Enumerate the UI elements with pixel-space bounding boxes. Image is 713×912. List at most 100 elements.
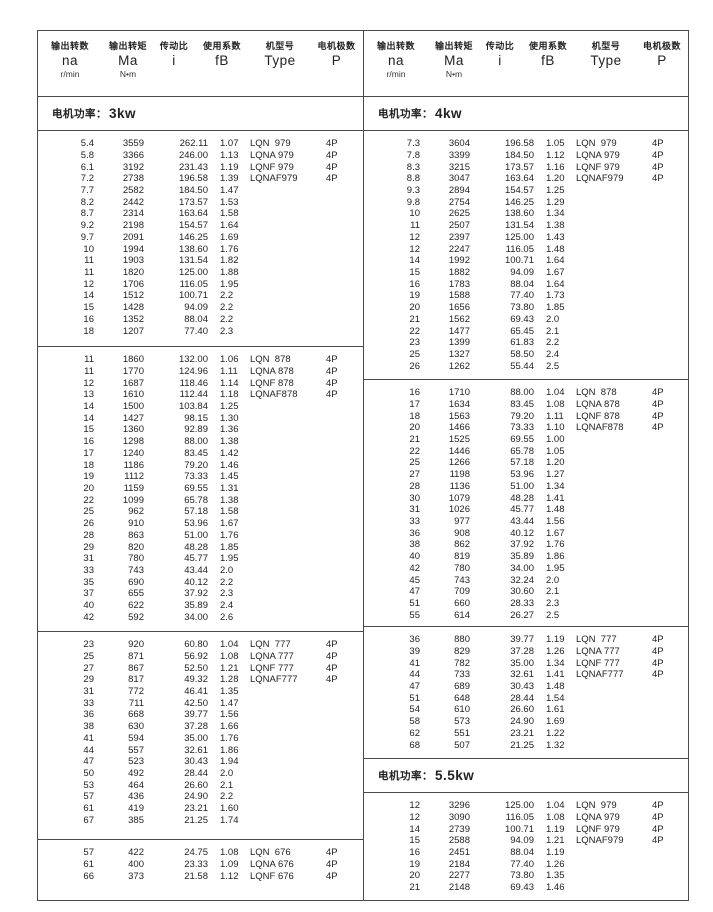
cell-type: LQNAF979 [250,173,298,185]
table-row: 36 880 39.77 1.19 LQN 777 4P [364,634,688,646]
cell-fb: 1.69 [546,716,565,728]
cell-p: 4P [652,800,664,812]
cell-na: 33 [83,565,94,577]
table-row: 67 385 21.25 1.74 [38,815,363,827]
cell-ma: 523 [128,756,144,768]
table-row: 40 819 35.89 1.86 [364,551,688,563]
cell-na: 58 [409,716,420,728]
cell-fb: 1.64 [220,220,239,232]
data-block: 23 920 60.80 1.04 LQN 777 4P 25 871 56.92 1.08 LQN… [38,631,363,839]
cell-ma: 817 [128,674,144,686]
cell-ma: 2451 [448,846,470,858]
right-table-column: 输出转数 na r/min 输出转矩 Ma N•m 传动比 i 使用系数 fB 机型号 Type 电机极… [363,31,688,900]
cell-fb: 1.10 [546,422,565,434]
cell-ma: 1770 [122,365,144,377]
cell-ma: 2314 [122,208,144,220]
cell-ma: 733 [454,669,470,681]
cell-fb: 1.34 [546,208,565,220]
cell-fb: 1.45 [220,471,239,483]
cell-na: 8.3 [406,161,420,173]
table-row: 17 1240 83.45 1.42 [38,448,363,460]
cell-na: 31 [409,504,420,516]
cell-i: 51.00 [510,480,534,492]
cell-na: 25 [409,457,420,469]
cell-i: 124.96 [178,365,208,377]
cell-ma: 2507 [448,220,470,232]
cell-ma: 1903 [122,255,144,267]
cell-fb: 1.35 [546,870,565,882]
cell-fb: 1.08 [220,650,239,662]
table-header-row: 输出转数 na r/min 输出转矩 Ma N•m 传动比 i 使用系数 fB 机型号 Type 电机极… [38,31,363,96]
cell-ma: 1266 [448,457,470,469]
cell-type: LQNA 878 [576,398,620,410]
cell-p: 4P [652,138,664,150]
cell-na: 17 [83,447,94,459]
table-row: 42 592 34.00 2.6 [38,612,363,624]
cell-p: 4P [652,811,664,823]
cell-ma: 2091 [122,231,144,243]
cell-ma: 648 [454,692,470,704]
cell-na: 18 [409,410,420,422]
cell-ma: 1512 [122,290,144,302]
cell-fb: 2.2 [220,290,234,302]
cell-i: 45.77 [184,553,208,565]
cell-na: 41 [83,732,94,744]
cell-ma: 2198 [122,220,144,232]
motor-power-band: 电机功率： 3kw [38,96,363,131]
left-table-column: 输出转数 na r/min 输出转矩 Ma N•m 传动比 i 使用系数 fB 机型号 Type 电机极… [38,31,363,900]
cell-i: 30.60 [510,586,534,598]
cell-i: 53.96 [184,518,208,530]
table-row: 25 962 57.18 1.58 [38,506,363,518]
table-row: 44 733 32.61 1.41 LQNAF777 4P [364,669,688,681]
cell-na: 18 [83,325,94,337]
cell-i: 116.05 [505,243,534,255]
motor-power-value: 5.5kw [435,768,475,783]
cell-ma: 908 [454,527,470,539]
cell-p: 4P [652,835,664,847]
cell-ma: 1525 [448,433,470,445]
cell-na: 38 [409,539,420,551]
header-symbol: Type [264,53,296,68]
cell-type: LQN 979 [576,138,617,150]
table-row: 10 1994 138.60 1.76 [38,243,363,255]
cell-fb: 2.6 [220,611,234,623]
table-row: 14 1992 100.71 1.64 [364,255,688,267]
cell-i: 184.50 [178,184,208,196]
cell-na: 41 [409,657,420,669]
cell-ma: 1136 [449,480,470,492]
header-cell: 机型号 Type [576,42,636,96]
cell-ma: 507 [454,739,470,751]
cell-na: 51 [409,692,420,704]
cell-fb: 1.04 [546,800,565,812]
cell-ma: 2148 [448,882,470,894]
cell-na: 16 [409,278,420,290]
table-row: 8.8 3047 163.64 1.20 LQNAF979 4P [364,173,688,185]
cell-i: 58.50 [510,349,534,361]
cell-na: 61 [83,803,94,815]
cell-ma: 3215 [448,161,470,173]
cell-i: 69.55 [184,483,208,495]
cell-ma: 2277 [448,870,470,882]
cell-p: 4P [326,149,338,161]
cell-fb: 2.3 [220,588,234,600]
cell-fb: 2.2 [546,337,560,349]
data-block: 16 1710 88.00 1.04 LQN 878 4P 17 1634 83.45 1.08 L… [364,379,688,626]
cell-na: 44 [409,669,420,681]
cell-na: 12 [409,811,420,823]
cell-i: 32.61 [510,669,534,681]
cell-ma: 3090 [448,811,470,823]
table-row: 21 1562 69.43 2.0 [364,314,688,326]
cell-i: 77.40 [510,858,534,870]
cell-fb: 1.22 [546,727,565,739]
cell-na: 45 [409,574,420,586]
cell-p: 4P [326,858,338,870]
cell-i: 43.44 [184,565,208,577]
cell-i: 262.11 [179,138,208,150]
cell-na: 40 [83,600,94,612]
cell-fb: 1.27 [546,469,565,481]
cell-na: 47 [83,756,94,768]
table-row: 16 1298 88.00 1.38 [38,436,363,448]
cell-type: LQNF 979 [576,161,620,173]
data-block: 11 1860 132.00 1.06 LQN 878 4P 11 1770 124.96 1.1… [38,346,363,631]
cell-i: 65.78 [510,445,534,457]
